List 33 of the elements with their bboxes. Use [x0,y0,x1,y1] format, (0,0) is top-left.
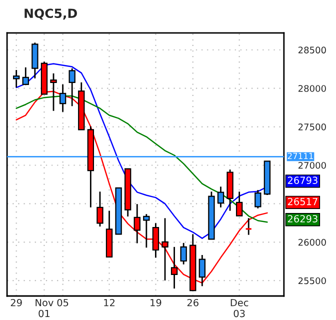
candlestick [198,254,206,287]
annotation: 26517 [288,198,318,206]
x-tick-label: Dec 03 [230,299,248,318]
y-tick-label: 25500 [298,277,326,284]
ref-line-label: 27111 [288,152,313,160]
candlestick [134,203,140,244]
candlestick [13,69,20,88]
candlestick [59,84,66,113]
candlestick [254,189,262,210]
candlestick [68,68,76,107]
y-tick-label: 27500 [298,124,326,130]
candlestick [236,190,243,216]
candlestick [96,190,104,228]
annotation: 26793 [288,176,318,184]
candlestick [152,222,160,258]
x-tick-label: 26 [187,298,198,306]
y-tick-label: 27000 [298,162,326,169]
y-tick-label: 26000 [298,238,326,246]
y-tick-label: 28500 [298,46,326,54]
candlestick [22,66,29,86]
x-tick-label: 19 [150,298,162,306]
annotation: 26293 [288,215,318,222]
x-tick-label: 05 [57,298,68,306]
candlestick [143,213,150,248]
x-tick-label: 29 [10,298,22,306]
y-tick-label: 28000 [298,85,326,92]
candlestick [244,217,252,236]
chart-title: NQC5,D [24,8,77,20]
x-tick-label: Nov 01 [36,299,54,318]
candlestick [162,217,168,282]
x-tick-label: 12 [104,298,114,306]
candlestick [217,186,224,208]
candlestick [180,242,187,266]
